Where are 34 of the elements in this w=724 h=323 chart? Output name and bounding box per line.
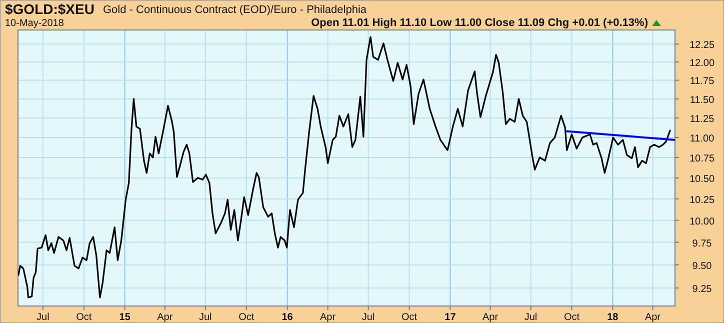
y-tick-label: 12.25 — [689, 40, 715, 52]
x-tick-label: Apr — [157, 312, 174, 323]
y-tick-label: 10.25 — [689, 194, 715, 206]
x-tick-label: Jul — [36, 312, 50, 323]
x-tick-label: 17 — [444, 312, 456, 323]
y-tick-label: 10.75 — [689, 153, 715, 164]
x-tick-label: Oct — [238, 312, 254, 323]
text: 10-May-2018 — [5, 18, 64, 29]
y-tick-label: 9.50 — [692, 260, 712, 272]
y-tick-label: 11.00 — [690, 134, 715, 145]
x-tick-label: Oct — [401, 312, 418, 323]
x-tick-label: Jul — [524, 312, 538, 323]
y-tick-label: 9.25 — [692, 284, 712, 295]
x-tick-label: 15 — [119, 312, 131, 323]
x-tick-label: Jul — [362, 312, 375, 323]
text: Open 11.01 High 11.10 Low 11.00 Close 11.09 Chg +0.01 (+0.13%) — [311, 17, 648, 29]
y-tick-label: 9.75 — [692, 238, 712, 250]
chart-title: $GOLD:$XEU — [5, 1, 94, 17]
y-tick-label: 10.00 — [689, 216, 715, 228]
line-series — [18, 36, 671, 298]
x-tick-label: Oct — [564, 312, 580, 323]
x-tick-label: Jul — [199, 312, 212, 323]
y-tick-label: 11.50 — [690, 94, 715, 106]
chart-subtitle: Gold - Continuous Contract (EOD)/Euro - Philadelphia — [103, 4, 368, 16]
x-tick-label: 16 — [282, 312, 294, 323]
x-tick-label: Oct — [76, 312, 92, 323]
y-tick-label: 10.50 — [689, 174, 715, 185]
y-tick-label: 11.75 — [690, 76, 715, 88]
y-tick-label: 12.00 — [689, 58, 715, 69]
y-tick-label: 11.25 — [690, 114, 715, 126]
x-tick-label: Apr — [320, 312, 336, 323]
x-tick-label: Apr — [644, 312, 662, 323]
x-tick-label: Apr — [482, 312, 499, 323]
x-tick-label: 18 — [607, 312, 619, 323]
